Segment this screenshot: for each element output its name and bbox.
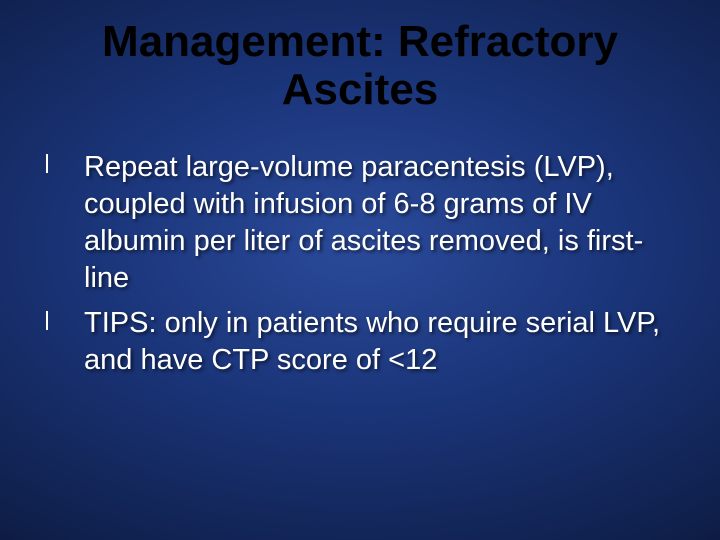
diamond-bullet-icon [46, 154, 48, 174]
bullet-list: Repeat large-volume paracentesis (LVP), … [40, 149, 680, 380]
bullet-text: TIPS: only in patients who require seria… [84, 307, 660, 376]
slide-container: Management: Refractory Ascites Repeat la… [0, 0, 720, 540]
bullet-item: Repeat large-volume paracentesis (LVP), … [40, 149, 680, 297]
bullet-item: TIPS: only in patients who require seria… [40, 305, 680, 379]
bullet-text: Repeat large-volume paracentesis (LVP), … [84, 151, 643, 294]
slide-title: Management: Refractory Ascites [40, 18, 680, 115]
square-bullet-icon [46, 311, 48, 331]
